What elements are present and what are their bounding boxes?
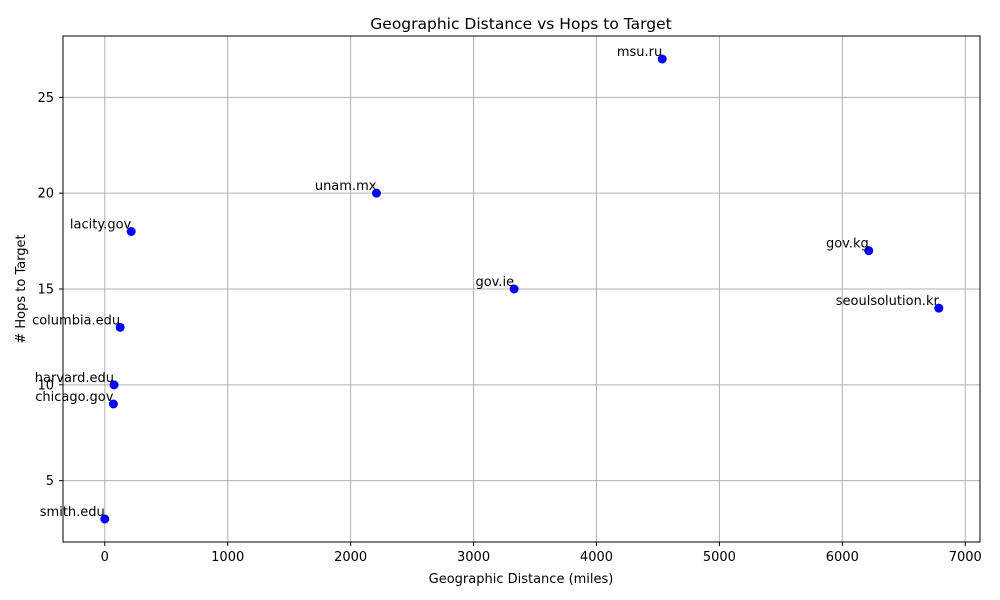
x-tick-label: 6000 [826,550,859,565]
data-point [509,284,519,294]
data-point-label: smith.edu [40,505,105,520]
data-point-label: chicago.gov [35,390,113,405]
x-tick-label: 7000 [949,550,982,565]
data-point-label: gov.kg [826,237,869,252]
x-tick-label: 0 [101,550,109,565]
y-tick-label: 5 [46,474,54,489]
y-tick-label: 25 [37,91,54,106]
chart-title: Geographic Distance vs Hops to Target [370,15,671,33]
data-point [108,399,118,409]
y-axis-label: # Hops to Target [14,234,29,343]
data-point [371,188,381,198]
x-tick-label: 5000 [703,550,736,565]
y-tick-label: 20 [37,187,54,202]
data-points [100,54,944,524]
data-point [934,303,944,313]
data-point-label: lacity.gov [70,218,132,233]
data-point-label: columbia.edu [32,313,120,328]
point-labels: smith.edu chicago.gov harvard.edu columbia.… [32,45,939,520]
x-tick-label: 2000 [334,550,367,565]
x-tick-label: 4000 [580,550,613,565]
data-point-label: unam.mx [315,179,377,194]
data-point [100,514,110,524]
data-point-label: harvard.edu [35,371,114,386]
data-point [115,322,125,332]
data-point [109,380,119,390]
data-point-label: seoulsolution.kr [836,294,940,309]
data-point-label: msu.ru [617,45,662,60]
grid-lines [63,36,980,542]
axis-ticks: 0 1000 2000 3000 4000 5000 6000 7000 5 10 15 20 25 [37,91,981,565]
x-axis-label: Geographic Distance (miles) [429,572,614,587]
x-tick-label: 1000 [211,550,244,565]
y-tick-label: 15 [37,283,54,298]
data-point [864,246,874,256]
y-tick-label: 10 [37,378,54,393]
data-point [657,54,667,64]
data-point-label: gov.ie [475,275,514,290]
data-point [126,227,136,236]
x-tick-label: 3000 [457,550,490,565]
